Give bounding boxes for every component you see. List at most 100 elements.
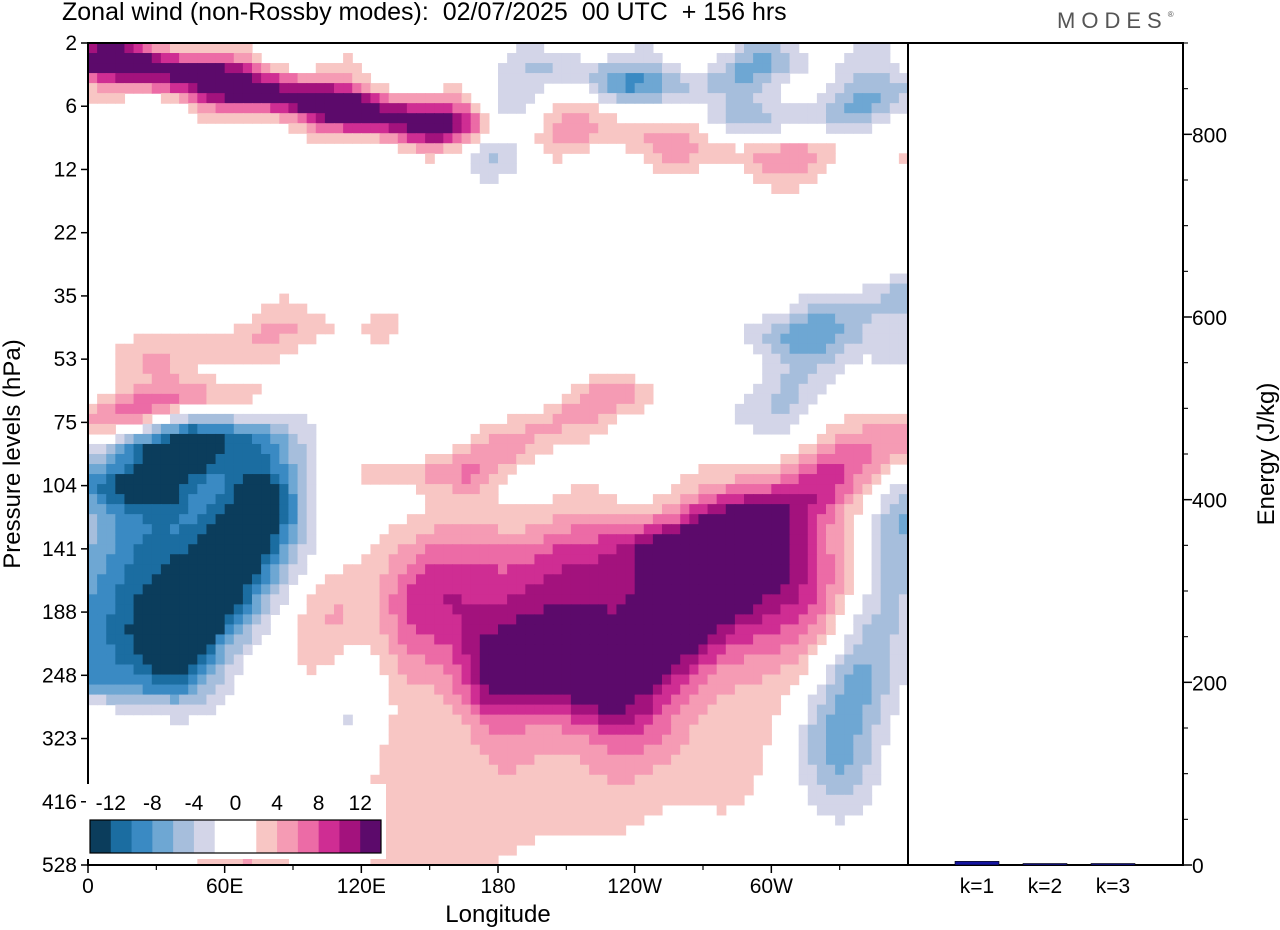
field-cell (616, 383, 627, 395)
field-cell (507, 624, 517, 636)
field-cell (798, 604, 809, 615)
field-cell (498, 814, 508, 826)
field-cell (416, 464, 426, 475)
field-cell (516, 734, 526, 746)
field-cell (160, 654, 171, 666)
field-cell (97, 624, 107, 636)
field-cell (188, 654, 198, 666)
field-cell (589, 534, 599, 545)
field-cell (452, 103, 463, 114)
field-cell (762, 604, 772, 615)
field-cell (434, 554, 444, 565)
field-cell (762, 554, 772, 565)
field-cell (844, 524, 854, 535)
field-cell (479, 554, 490, 565)
legend-swatch (214, 820, 236, 853)
field-cell (115, 534, 126, 545)
field-cell (561, 634, 572, 646)
field-cell (798, 474, 809, 485)
modes-logo: MODES® (1057, 8, 1174, 33)
field-cell (406, 644, 417, 656)
field-cell (425, 784, 435, 796)
field-cell (716, 624, 727, 636)
field-cell (488, 844, 499, 856)
field-cell (379, 754, 390, 766)
field-cell (589, 634, 599, 646)
field-cell (261, 554, 271, 565)
field-cell (452, 684, 463, 696)
field-cell (561, 73, 572, 84)
field-cell (598, 524, 608, 535)
field-cell (762, 614, 772, 626)
field-cell (352, 83, 362, 94)
field-cell (744, 524, 754, 535)
field-cell (361, 103, 372, 114)
field-cell (97, 43, 107, 54)
field-cell (188, 494, 198, 505)
field-cell (425, 634, 435, 646)
field-cell (115, 584, 126, 595)
field-cell (835, 323, 845, 335)
field-cell (725, 464, 736, 475)
field-cell (689, 93, 700, 104)
field-cell (179, 393, 189, 405)
field-cell (744, 664, 754, 676)
field-cell (397, 664, 408, 676)
field-cell (625, 403, 636, 415)
field-cell (425, 694, 435, 706)
field-cell (625, 73, 636, 84)
field-cell (771, 403, 782, 415)
field-cell (771, 153, 782, 164)
field-cell (197, 674, 208, 686)
field-cell (598, 594, 608, 605)
field-cell (516, 574, 526, 585)
field-cell (716, 774, 727, 786)
field-cell (206, 494, 217, 505)
field-cell (671, 764, 681, 776)
field-cell (197, 854, 208, 865)
field-cell (461, 754, 472, 766)
field-cell (853, 313, 864, 325)
field-cell (871, 514, 882, 525)
field-cell (379, 634, 390, 646)
field-cell (543, 123, 554, 134)
field-cell (680, 163, 690, 174)
field-cell (744, 614, 754, 626)
field-cell (261, 63, 271, 74)
field-cell (388, 584, 399, 595)
field-cell (397, 794, 408, 806)
field-cell (561, 433, 572, 445)
field-cell (397, 744, 408, 756)
field-cell (798, 293, 809, 305)
field-cell (862, 734, 873, 746)
field-cell (762, 393, 772, 405)
field-cell (771, 654, 782, 666)
field-cell (179, 614, 189, 626)
field-cell (762, 484, 772, 495)
field-cell (734, 784, 745, 796)
field-cell (844, 73, 854, 84)
field-cell (170, 674, 180, 686)
field-cell (871, 704, 882, 716)
field-cell (425, 744, 435, 756)
field-cell (106, 474, 116, 485)
field-cell (179, 53, 189, 64)
field-cell (561, 794, 572, 806)
field-cell (452, 554, 463, 565)
field-cell (552, 824, 563, 836)
field-cell (334, 73, 344, 84)
field-cell (315, 584, 326, 595)
field-cell (707, 514, 718, 525)
field-cell (124, 634, 135, 646)
field-cell (607, 83, 618, 94)
field-cell (753, 684, 763, 696)
field-cell (689, 744, 700, 756)
field-cell (561, 614, 572, 626)
field-cell (816, 714, 827, 726)
field-cell (607, 93, 618, 104)
field-cell (215, 413, 226, 425)
field-cell (434, 604, 444, 615)
field-cell (443, 113, 454, 124)
field-cell (853, 664, 864, 676)
field-cell (744, 113, 754, 124)
